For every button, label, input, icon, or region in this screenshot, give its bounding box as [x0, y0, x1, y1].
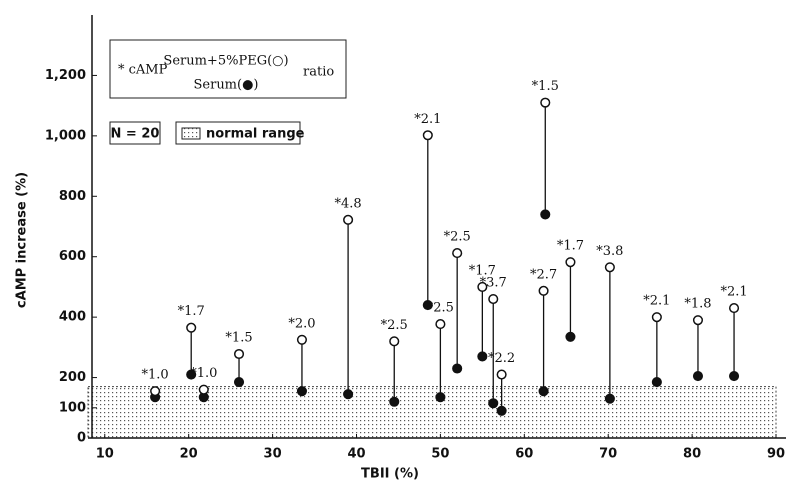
point: [435, 392, 446, 403]
ratio-label: *1.0: [190, 366, 217, 381]
point: [540, 97, 551, 108]
point: [233, 348, 245, 360]
point: [488, 293, 499, 305]
ratio-label: *1.8: [684, 297, 711, 312]
point: [496, 369, 507, 380]
point: [198, 384, 209, 395]
ratio-label: *1.7: [178, 304, 205, 319]
point: [343, 389, 354, 400]
point: [186, 322, 197, 333]
point: [565, 331, 576, 342]
point: [565, 257, 576, 268]
point: [604, 393, 615, 404]
point: [728, 371, 740, 382]
x-tick-label: 90: [767, 447, 785, 462]
ratio-label: *2.2: [488, 351, 515, 366]
ratio-label: *1.7: [557, 239, 584, 254]
point: [651, 377, 662, 388]
x-tick-label: 60: [515, 447, 533, 462]
point: [435, 319, 446, 330]
y-tick-label: 400: [59, 310, 86, 325]
x-tick-label: 20: [180, 447, 198, 462]
x-axis-label: TBII (%): [361, 467, 419, 482]
y-tick-label: 100: [59, 400, 86, 415]
point: [538, 285, 549, 296]
point: [604, 262, 615, 273]
point: [496, 405, 507, 416]
y-tick-label: 600: [59, 249, 86, 264]
normal-range: [87, 386, 777, 439]
y-tick-label: 1,000: [45, 128, 86, 143]
y-axis-label: cAMP increase (%): [15, 172, 30, 308]
point: [692, 315, 704, 326]
ratio-label: *3.8: [596, 244, 623, 259]
point: [422, 130, 433, 141]
legend-suffix: ratio: [303, 65, 334, 80]
point: [389, 396, 400, 407]
point: [233, 377, 245, 388]
ratio-label: *1.7: [469, 263, 496, 278]
point: [186, 369, 197, 380]
ratio-label: *1.5: [532, 79, 559, 94]
ratio-label: *2.1: [414, 112, 441, 127]
y-tick-label: 0: [77, 431, 86, 446]
point: [538, 386, 549, 397]
legend-box: [109, 39, 347, 99]
point: [296, 334, 308, 345]
x-tick-label: 70: [599, 447, 617, 462]
point: [422, 300, 433, 311]
n-label: N = 20: [111, 127, 160, 142]
ratio-label: *2.5: [381, 318, 408, 333]
ratio-label: *2.5: [427, 301, 454, 316]
point: [651, 312, 662, 323]
point: [150, 386, 161, 397]
point: [488, 398, 499, 409]
ratio-label: *1.5: [225, 331, 252, 346]
legend-entry: Serum(●): [194, 78, 259, 93]
y-tick-label: 200: [59, 370, 86, 385]
ratio-label: *4.8: [335, 196, 362, 211]
y-tick-label: 800: [59, 189, 86, 204]
point: [389, 336, 400, 347]
x-tick-label: 10: [96, 447, 114, 462]
ratio-label: *3.7: [480, 276, 507, 291]
range-legend-swatch: [181, 127, 201, 140]
point: [452, 363, 463, 374]
x-tick-label: 30: [264, 447, 282, 462]
ratio-label: *2.1: [720, 285, 747, 300]
ratio-label: *2.7: [530, 267, 557, 282]
range-legend-box: [175, 121, 301, 145]
y-tick-label: 1,200: [45, 68, 86, 83]
point: [296, 386, 308, 397]
ratio-label: *2.1: [643, 294, 670, 309]
point: [477, 351, 488, 362]
x-tick-label: 40: [347, 447, 365, 462]
ratio-label: *2.5: [444, 230, 471, 245]
legend-entry: Serum+5%PEG(○): [163, 54, 288, 69]
point: [692, 371, 704, 382]
point: [477, 281, 488, 292]
ratio-label: *2.0: [288, 316, 315, 331]
point: [452, 248, 463, 259]
x-tick-label: 50: [431, 447, 449, 462]
point: [540, 209, 551, 220]
n-box: [109, 121, 161, 145]
ratio-label: *1.0: [142, 368, 169, 383]
point: [343, 214, 354, 225]
legend-prefix: * cAMP: [118, 63, 168, 78]
x-tick-label: 80: [683, 447, 701, 462]
point: [728, 303, 740, 314]
range-label: normal range: [206, 127, 305, 142]
